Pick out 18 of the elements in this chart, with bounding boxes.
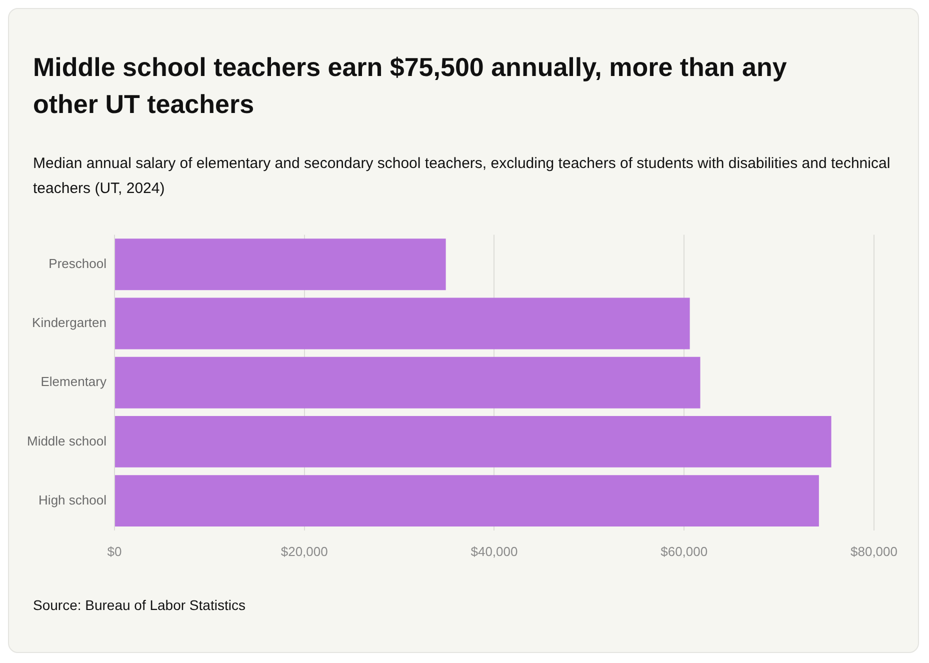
bar (114, 475, 819, 527)
x-tick-label: $40,000 (470, 544, 518, 559)
x-tick-label: $20,000 (280, 544, 328, 559)
x-tick-label: $60,000 (660, 544, 708, 559)
y-tick-label: Elementary (40, 374, 107, 390)
x-tick-label: $0 (107, 544, 122, 559)
chart-title: Middle school teachers earn $75,500 annually, more than any other UT teachers (33, 51, 788, 121)
y-tick-label: Middle school (26, 433, 107, 448)
x-tick-label: $80,000 (850, 544, 898, 559)
y-tick-label: High school (38, 492, 107, 508)
bar (114, 416, 832, 468)
source-note: Source: Bureau of Labor Statistics (33, 597, 246, 613)
y-tick-label: Preschool (48, 256, 107, 271)
bar (114, 298, 690, 350)
bar (114, 356, 700, 408)
y-tick-label: Kindergarten (32, 315, 106, 330)
chart-subtitle: Median annual salary of elementary and secondary school teachers, excluding teachers of students with disabilities and technical teachers (UT, 2024) (33, 154, 892, 199)
bar (114, 238, 446, 290)
